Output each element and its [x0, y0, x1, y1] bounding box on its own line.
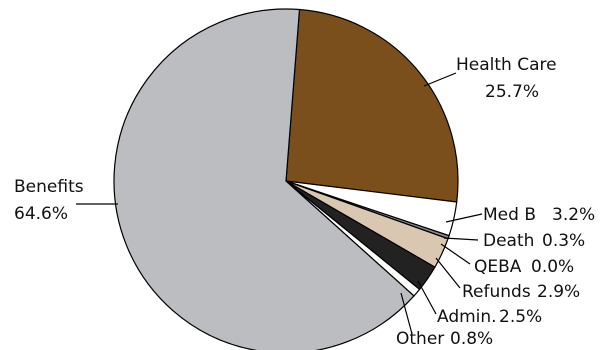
- label-benefits-name: Benefits: [14, 177, 84, 197]
- label-qeba-name: QEBA: [474, 257, 522, 277]
- label-death-name: Death: [483, 231, 534, 251]
- label-qeba-value: 0.0%: [531, 257, 574, 277]
- leader-qeba: [440, 243, 471, 265]
- label-med-b-value: 3.2%: [552, 205, 595, 225]
- label-med-b-name: Med B: [483, 205, 536, 225]
- leader-other: [400, 292, 413, 335]
- label-other-value: 0.8%: [450, 329, 493, 349]
- labels-layer: Health Care 25.7% Med B 3.2% Death 0.3% …: [14, 55, 595, 349]
- label-death-value: 0.3%: [542, 231, 585, 251]
- label-refunds-name: Refunds: [462, 282, 531, 302]
- label-admin-value: 2.5%: [499, 307, 542, 327]
- leader-death: [443, 237, 479, 241]
- leader-med-b: [445, 213, 483, 223]
- label-refunds-value: 2.9%: [537, 282, 580, 302]
- slices-layer: [113, 8, 459, 350]
- label-benefits-value: 64.6%: [14, 204, 68, 224]
- label-health-care-value: 25.7%: [485, 82, 539, 102]
- leader-refunds: [435, 257, 461, 289]
- leader-health-care: [423, 72, 457, 87]
- slice-benefits: [113, 8, 415, 350]
- label-admin-name: Admin.: [437, 307, 497, 327]
- label-other-name: Other: [396, 329, 444, 349]
- label-health-care-name: Health Care: [456, 55, 557, 75]
- leader-admin: [417, 280, 437, 315]
- slice-health-care: [285, 8, 459, 203]
